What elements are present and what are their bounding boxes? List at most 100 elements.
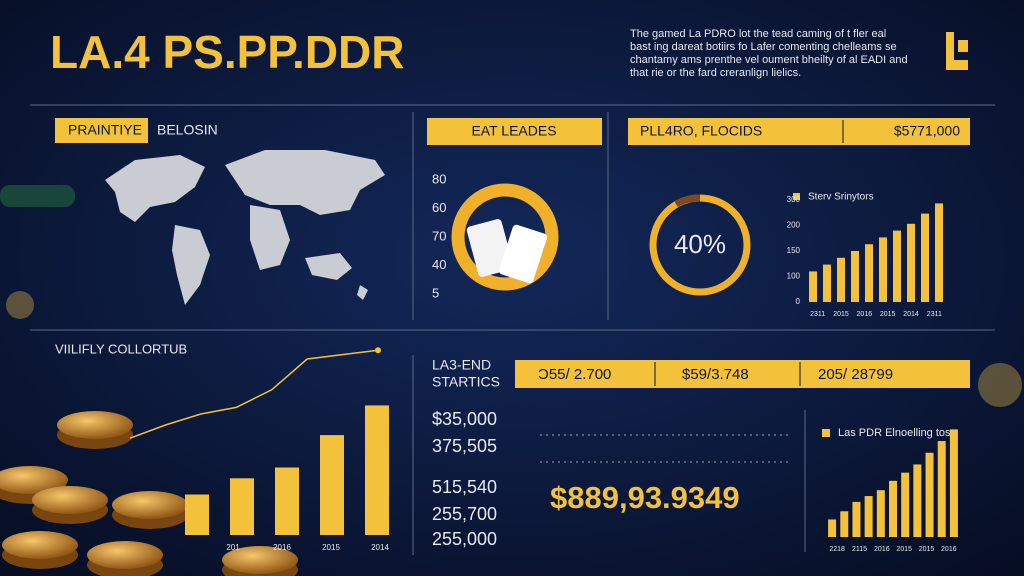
bar [865, 244, 873, 302]
x-label: 2015 [322, 543, 340, 552]
trend-line [129, 349, 379, 439]
label-box [55, 118, 148, 143]
stat-value: 515,540 [432, 477, 497, 497]
x-label: 2311 [810, 311, 825, 318]
tick-label: 300 [787, 195, 801, 204]
tick-label: 5 [432, 285, 439, 300]
big-figure: $889,93.9349 [550, 480, 740, 515]
stat-value: 255,700 [432, 504, 497, 524]
legend: Sterv Srinytors [808, 192, 874, 203]
label-box [628, 118, 970, 145]
panel-label: PRAINTIYE [68, 122, 142, 138]
x-label: 2016 [857, 311, 873, 318]
bar [889, 480, 897, 537]
dividers [30, 104, 995, 555]
x-label: 2016 [941, 546, 957, 553]
description-line: chantamy ams prenthe vel oument bheilty … [630, 54, 908, 66]
coin [32, 486, 108, 514]
legend-swatch [822, 429, 830, 437]
label-box [515, 360, 970, 388]
panel-label: VIILIFLY COLLORTUB [55, 341, 187, 356]
x-label: 2014 [903, 311, 919, 318]
trend-point [375, 347, 381, 354]
stat-cell: Ɔ55/ 2.700 [538, 366, 611, 383]
donut-segment [674, 194, 701, 208]
bar [893, 230, 901, 302]
x-label: 2218 [829, 546, 845, 553]
tick-label: 40 [432, 257, 446, 272]
coin [222, 546, 298, 574]
description-line: The gamed La PDRO lot the tead caming of… [630, 28, 886, 40]
bar [275, 467, 299, 535]
bokeh [978, 363, 1022, 407]
panel-label: EAT LEADES [471, 123, 556, 139]
bar [879, 237, 887, 302]
bar [809, 271, 817, 302]
bar [913, 464, 922, 537]
coin [57, 411, 133, 439]
bar [837, 257, 845, 302]
coin [0, 466, 68, 494]
x-label: 2015 [896, 546, 912, 553]
coin [112, 491, 188, 519]
tick-label: 150 [787, 246, 801, 255]
tick-label: 100 [787, 272, 801, 281]
legend-swatch [793, 193, 800, 200]
description-line: bast ing dareat botiirs fo Lafer comenti… [630, 41, 897, 53]
ring [451, 183, 559, 291]
chip [0, 185, 75, 207]
x-label: 2015 [880, 311, 896, 318]
tick-label: 60 [432, 200, 446, 215]
bar [851, 251, 859, 302]
tick-label: 200 [787, 221, 801, 230]
legend: Las PDR Elnoelling tos [838, 427, 951, 439]
donut-center: 40% [674, 229, 726, 259]
stat-value: 375,505 [432, 436, 497, 456]
panel-sublabel: BELOSIN [157, 122, 218, 138]
x-label: 2311 [927, 311, 942, 318]
tick-label: 70 [432, 228, 446, 243]
stat-value: $35,000 [432, 409, 497, 429]
coin [87, 541, 163, 569]
bar [828, 519, 837, 537]
x-label: 2016 [874, 546, 890, 553]
bar [925, 452, 934, 537]
world-map [105, 150, 385, 305]
stat-cell: 205/ 28799 [818, 366, 893, 383]
tick-label: 0 [796, 297, 801, 306]
x-label: 201 [226, 543, 240, 552]
description-line: that rie or the fard creranlign lielics. [630, 67, 801, 79]
coin [2, 531, 78, 559]
stat-value: 255,000 [432, 529, 497, 549]
x-label: 2015 [919, 546, 935, 553]
x-label: 2115 [852, 546, 867, 553]
bar [921, 213, 929, 302]
panel-label: LA3-END [432, 357, 491, 373]
card [498, 224, 548, 284]
panel-label: STARTICS [432, 374, 500, 390]
bar [937, 441, 946, 537]
bar [876, 490, 885, 537]
bar [230, 478, 254, 535]
bokeh [6, 291, 34, 319]
amount: $5771,000 [894, 123, 960, 139]
bar [852, 501, 861, 537]
x-label: 2016 [273, 543, 291, 552]
tick-label: 80 [432, 171, 446, 186]
logo [946, 32, 968, 70]
bar [907, 223, 915, 302]
bar [949, 429, 958, 537]
x-label: 2014 [371, 543, 389, 552]
bar [823, 264, 831, 302]
title: LA.4 PS.PP.DDR [50, 26, 404, 78]
bar [365, 405, 389, 535]
x-label: 2015 [833, 311, 849, 318]
stat-cell: $59/3.748 [682, 366, 749, 383]
bar [935, 203, 943, 302]
label-box [427, 118, 602, 145]
bar [320, 435, 344, 535]
description: The gamed La PDRO lot the tead caming of… [630, 28, 908, 79]
bar [840, 511, 849, 537]
bar [901, 472, 910, 537]
